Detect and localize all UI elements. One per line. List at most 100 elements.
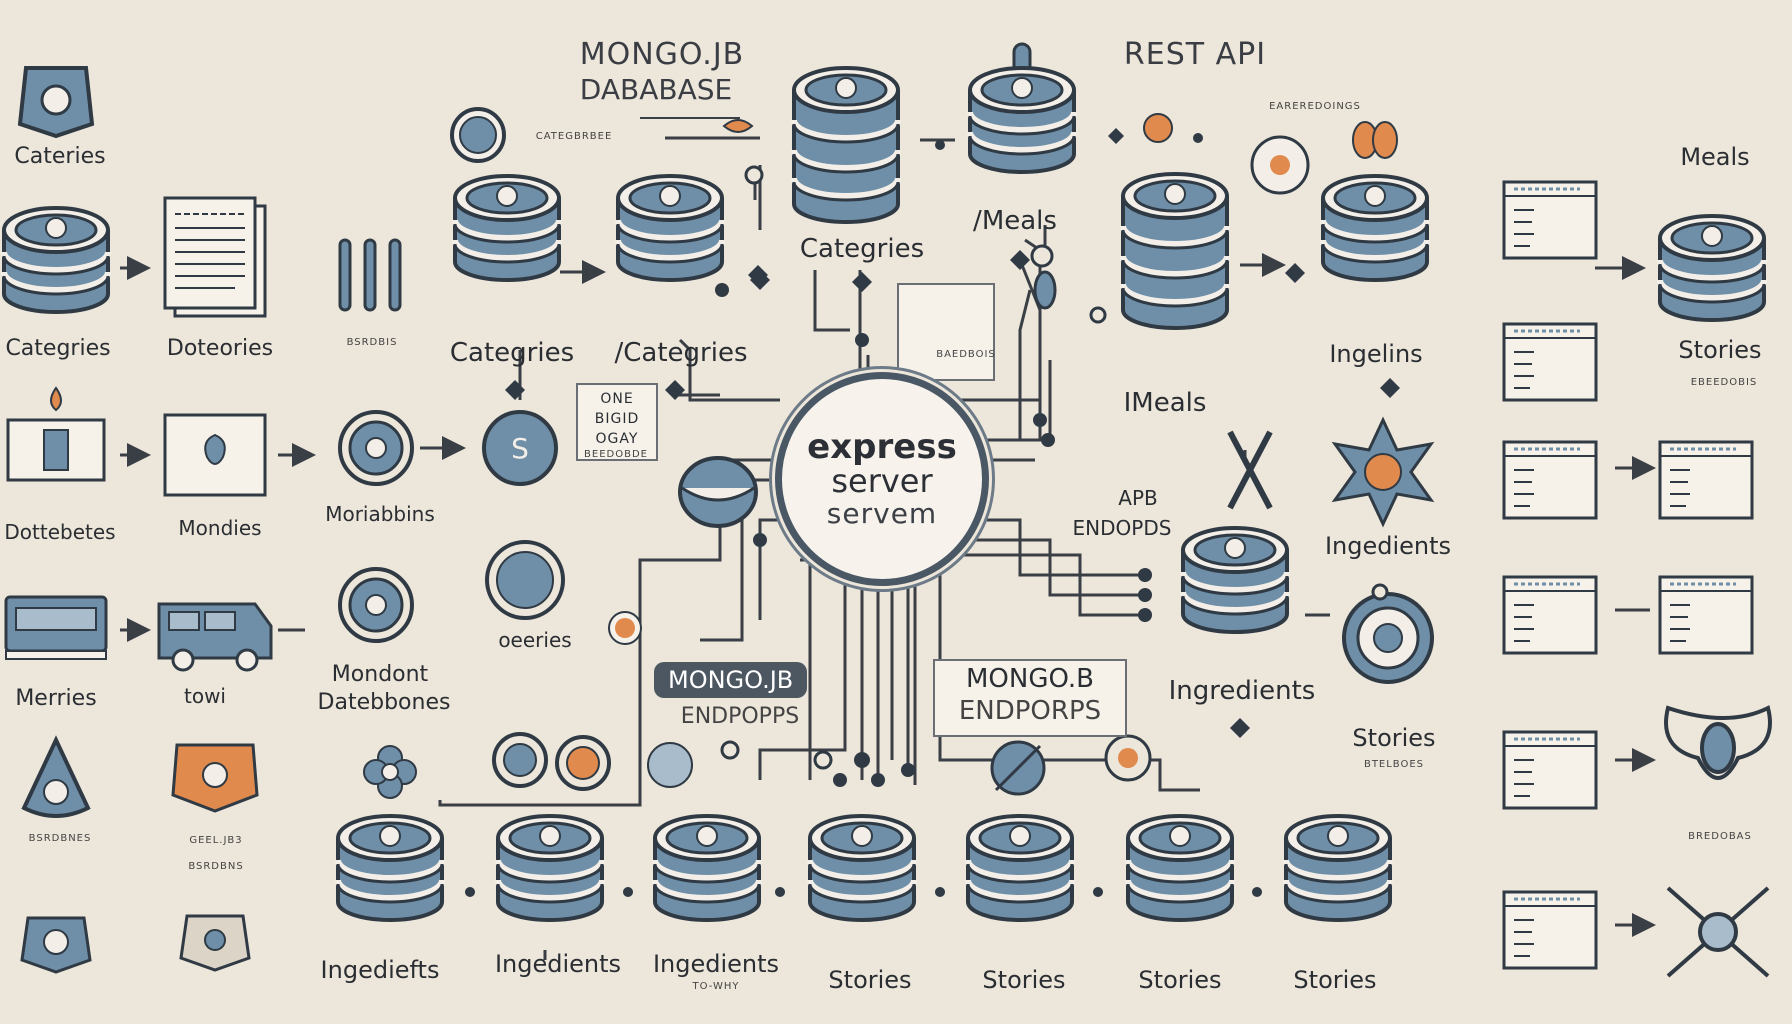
label-dottebetes: Dottebetes (4, 520, 116, 544)
compass-icon (450, 107, 506, 163)
database-icon (1660, 216, 1764, 320)
database-icon (455, 176, 559, 280)
van-icon (157, 602, 273, 672)
database-icon (810, 816, 914, 920)
tiny-note-6: EBEEDOBIS (1690, 377, 1758, 388)
label-mondont: Mondont (331, 662, 429, 687)
bottom-label-1: Ingediefts (320, 956, 440, 984)
document-stack-icon (163, 196, 267, 318)
bottom-sub: TO-WHY (692, 981, 740, 992)
mongo-b-sub: ENDPORPS (958, 696, 1102, 726)
database-icon (1123, 174, 1227, 328)
leaf-slash-icon (990, 740, 1046, 796)
label-imeals: IMeals (1123, 388, 1207, 418)
database-icon (1183, 528, 1287, 632)
utensils-icon (338, 238, 402, 312)
bottom-label-6: Stories (1138, 966, 1222, 994)
database-icon (1286, 816, 1390, 920)
small-node-icon (555, 735, 611, 791)
label-cateries: Cateries (14, 144, 106, 169)
bowl-icon (678, 456, 758, 528)
database-icon (968, 816, 1072, 920)
note-card-icon (897, 283, 995, 381)
node-icon (338, 567, 414, 643)
small-node-icon (492, 732, 548, 788)
tiny-note-5: BAEDBOIS (936, 349, 996, 360)
tools-icon (1227, 430, 1273, 510)
right-documents (576, 180, 1772, 978)
bottom-label-7: Stories (1293, 966, 1377, 994)
tiny-note-8: BTELBOES (1363, 759, 1425, 770)
document-icon (1502, 890, 1598, 970)
rest-api-subtitle: EAREREDOINGS (1269, 101, 1361, 112)
database-icon (1323, 176, 1427, 280)
server-label-line3: servem (826, 496, 938, 530)
categories-tag: CATEGBRBEE (535, 131, 613, 142)
label-categries-left: Categries (5, 336, 111, 361)
orange-bits-icon (1108, 113, 1203, 144)
package-icon (6, 386, 106, 482)
drop-icon (21, 735, 91, 818)
label-stories-mid: Stories (1352, 724, 1436, 752)
spoon-icon (1033, 270, 1057, 310)
flower-icon (363, 745, 417, 799)
mongo-db-title: MONGO.JB (579, 37, 745, 72)
connector-nodes (465, 140, 1400, 897)
label-merries: Merries (15, 686, 97, 711)
database-icon (655, 816, 759, 920)
tiny-note-7: BREDOBAS (1688, 831, 1752, 842)
face-icon (20, 916, 92, 974)
butterfly-icon (1352, 121, 1398, 159)
bottom-label-2: Ingedients (494, 950, 622, 978)
label-stories-right: Stories (1678, 336, 1762, 364)
mongo-b-title: MONGO.B (965, 664, 1095, 694)
small-pin-icon (1089, 306, 1107, 324)
network-node-icon (1666, 886, 1770, 978)
label-oeeries: oeeries (498, 628, 572, 652)
label-doteories: Doteories (166, 336, 274, 361)
document-icon (1502, 322, 1598, 402)
database-icon (498, 816, 602, 920)
database-icon (794, 68, 898, 222)
svg-text:S: S (511, 432, 529, 465)
one-box-line1: ONE (600, 391, 634, 407)
document-icon (1502, 440, 1598, 520)
flower-icon (171, 743, 259, 813)
badge-icon (179, 914, 251, 972)
database-icon (1128, 816, 1232, 920)
connector-lines (120, 117, 1656, 960)
mongo-pill: MONGO.JB (654, 662, 808, 698)
label-mondies: Mondies (178, 516, 262, 540)
server-label-line1: express (807, 426, 957, 467)
rest-api-title: REST API (1123, 37, 1267, 72)
pin-icon (647, 742, 693, 788)
document-icon (1502, 730, 1598, 810)
tiny-note-9: GEEL.JB3 (189, 835, 243, 846)
mongo-db-subtitle: DABABASE (579, 73, 733, 106)
orange-dot-icon (608, 611, 642, 645)
database-icon (4, 208, 108, 312)
frame-icon (163, 413, 267, 497)
bottom-label-3: Ingedients (652, 950, 780, 978)
leaf-icon (722, 119, 754, 133)
small-pin-icon (744, 165, 764, 185)
small-pin-icon (720, 740, 740, 760)
tiny-note-1: BSRDBIS (346, 337, 398, 348)
circle-icon (1104, 734, 1152, 782)
document-icon (1502, 180, 1598, 260)
bottom-label-4: Stories (828, 966, 912, 994)
bus-icon (4, 595, 108, 660)
database-icon (970, 68, 1074, 172)
label-meals-top: /Meals (973, 206, 1057, 236)
one-box-line3: OGAY (595, 431, 639, 447)
meals-heading: Meals (1680, 143, 1750, 171)
target-icon (1342, 592, 1434, 684)
document-icon (1658, 575, 1754, 655)
category-badge-icon (17, 66, 95, 139)
tiny-note-2: BSRDBNES (28, 833, 92, 844)
node-icon (338, 410, 414, 486)
flower-large-icon (1331, 416, 1435, 528)
document-icon (1658, 440, 1754, 520)
label-ingelins: Ingelins (1329, 340, 1423, 368)
